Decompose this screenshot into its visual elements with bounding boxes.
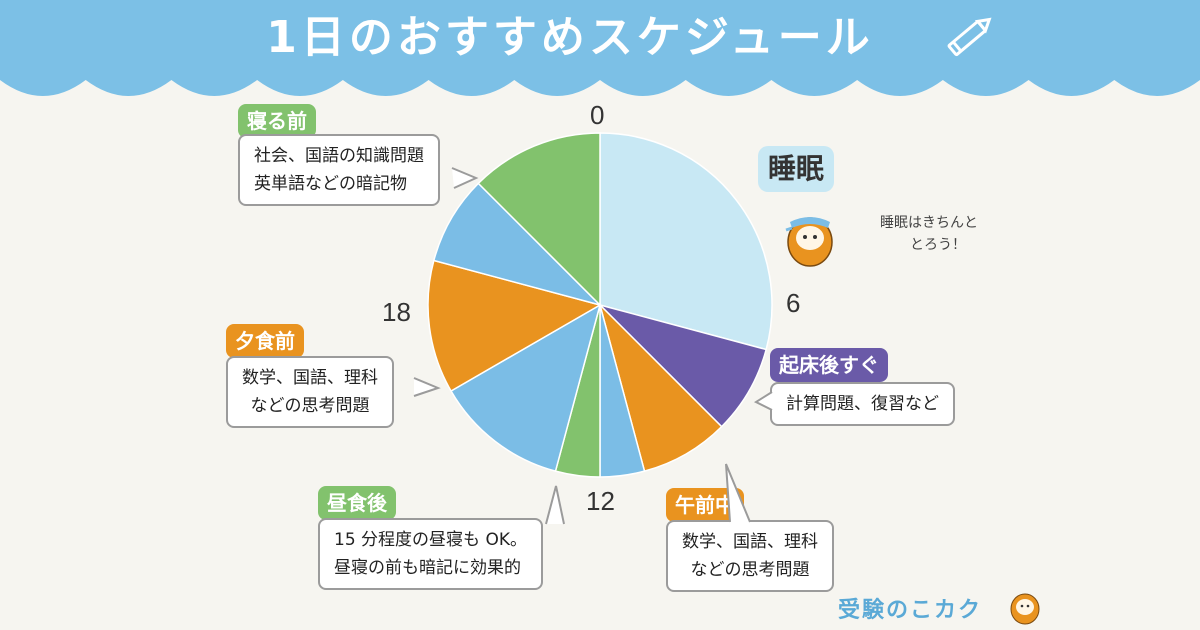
header-wave [0, 0, 1200, 96]
bubble-lunch: 15 分程度の昼寝も OK。 昼寝の前も暗記に効果的 [318, 518, 543, 590]
bubble-line: 英単語などの暗記物 [254, 174, 407, 194]
sleep-note-line: とろう！ [910, 237, 966, 253]
bubble-line: 数学、国語、理科 [242, 368, 378, 388]
tag-bed: 寝る前 [238, 104, 316, 138]
daruma-logo-icon [1010, 593, 1040, 625]
bubble-line: 計算問題、復習など [786, 394, 939, 414]
tick-label-18: 18 [382, 297, 411, 327]
bubble-line: 昼寝の前も暗記に効果的 [334, 558, 521, 578]
bubble-line: 15 分程度の昼寝も OK。 [334, 530, 527, 550]
tick-label-12: 12 [586, 486, 615, 516]
pie-slice [450, 303, 602, 473]
bubble-bed: 社会、国語の知識問題 英単語などの暗記物 [238, 134, 440, 206]
bubble-line: 社会、国語の知識問題 [254, 146, 424, 166]
tick-label-6: 6 [786, 288, 801, 318]
bubble-dinner: 数学、国語、理科 などの思考問題 [226, 356, 394, 428]
tick-label-0: 0 [590, 100, 605, 130]
pie-slice [477, 132, 601, 307]
pie-slice [598, 302, 723, 473]
bubble-wake: 計算問題、復習など [770, 382, 955, 426]
tag-lunch: 昼食後 [318, 486, 396, 520]
pie-slice [599, 132, 773, 351]
bubble-morning: 数学、国語、理科 などの思考問題 [666, 520, 834, 592]
bubble-line: などの思考問題 [250, 396, 370, 416]
page-title: 1日のおすすめスケジュール [266, 12, 874, 63]
sleep-note-line: 睡眠はきちんと [880, 215, 978, 231]
bubble-line: などの思考問題 [690, 560, 810, 580]
sleep-note: 睡眠はきちんと とろう！ [880, 212, 978, 256]
footer-logo: 受験のこカク [838, 598, 983, 623]
pie-slice [597, 303, 768, 428]
pie-slice [427, 259, 602, 393]
bubble-line: 数学、国語、理科 [682, 532, 818, 552]
sleep-label: 睡眠 [758, 146, 835, 192]
tag-wake: 起床後すぐ [770, 348, 888, 382]
pie-slice [432, 182, 603, 307]
tag-dinner: 夕食前 [226, 324, 304, 358]
daruma-mascot-icon [785, 217, 833, 267]
pencil-icon [947, 17, 992, 57]
